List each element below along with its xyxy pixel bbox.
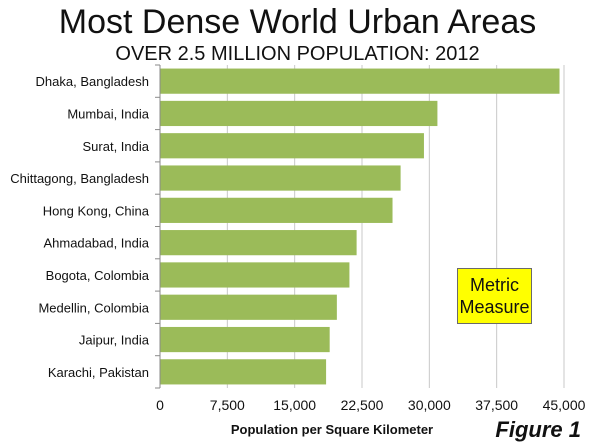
bar bbox=[160, 68, 560, 94]
x-tick-label: 45,000 bbox=[543, 397, 586, 413]
metric-measure-annotation: Metric Measure bbox=[457, 268, 532, 324]
bar bbox=[160, 100, 438, 127]
bar bbox=[160, 262, 350, 288]
axes bbox=[155, 64, 161, 389]
figure-label: Figure 1 bbox=[495, 417, 581, 442]
x-tick-label: 7,500 bbox=[210, 397, 245, 413]
bar bbox=[160, 359, 327, 385]
category-label: Mumbai, India bbox=[67, 106, 149, 121]
x-tick-label: 15,000 bbox=[273, 397, 316, 413]
bar bbox=[160, 294, 337, 320]
category-label: Chittagong, Bangladesh bbox=[10, 171, 149, 186]
x-axis-title: Population per Square Kilometer bbox=[231, 422, 433, 437]
bars bbox=[160, 68, 560, 385]
chart-title: Most Dense World Urban Areas bbox=[58, 3, 537, 41]
labels: 0 7,500 15,000 22,500 30,000 37,500 45,000 Dhak… bbox=[10, 74, 585, 437]
category-label: Hong Kong, China bbox=[43, 203, 150, 218]
bar bbox=[160, 133, 424, 159]
category-label: Dhaka, Bangladesh bbox=[36, 74, 149, 89]
x-tick-label: 37,500 bbox=[475, 397, 518, 413]
x-tick-label: 0 bbox=[156, 397, 164, 413]
category-label: Karachi, Pakistan bbox=[48, 365, 149, 380]
category-label: Surat, India bbox=[83, 139, 150, 154]
category-label: Bogota, Colombia bbox=[46, 268, 150, 283]
category-label: Ahmadabad, India bbox=[43, 236, 149, 251]
x-tick-label: 30,000 bbox=[408, 397, 451, 413]
category-label: Medellin, Colombia bbox=[38, 300, 149, 315]
bar bbox=[160, 165, 401, 191]
category-label: Jaipur, India bbox=[79, 333, 150, 348]
bar bbox=[160, 326, 330, 353]
chart-subtitle: OVER 2.5 MILLION POPULATION: 2012 bbox=[115, 43, 480, 65]
x-tick-label: 22,500 bbox=[341, 397, 384, 413]
annotation-line-1: Metric bbox=[470, 275, 519, 295]
bar bbox=[160, 230, 357, 256]
annotation-line-2: Measure bbox=[459, 297, 530, 317]
bar bbox=[160, 197, 393, 223]
